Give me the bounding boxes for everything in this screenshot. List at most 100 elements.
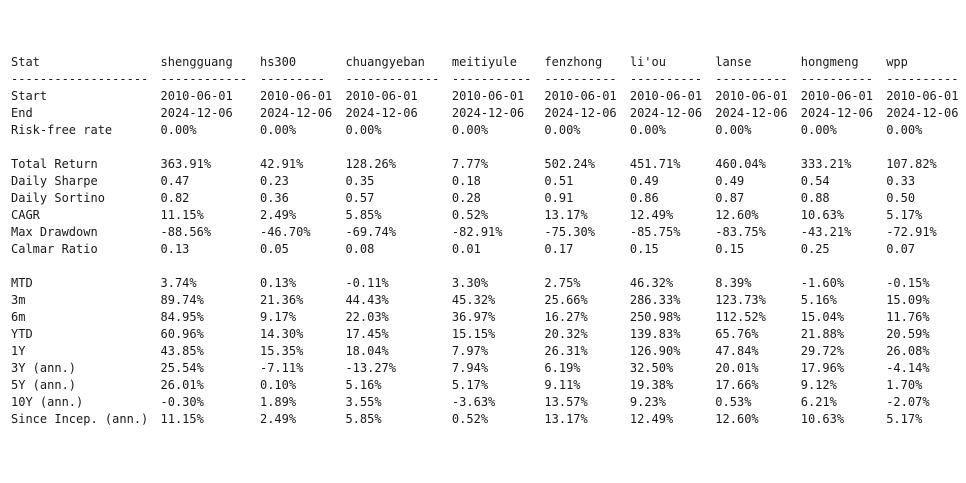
stat-cell: 20.32%: [544, 327, 588, 341]
stat-cell: 126.90%: [629, 344, 681, 358]
stat-cell: 0.13%: [259, 276, 297, 290]
stat-cell: 139.83%: [629, 327, 681, 341]
stat-cell: 2024-12-06: [451, 106, 525, 120]
stat-row: 3m 89.74% 21.36% 44.43% 45.32% 25.66% 286.33% 1…: [11, 292, 966, 309]
stat-cell: 60.96%: [160, 327, 204, 341]
stat-cell: -7.11%: [259, 361, 304, 375]
stat-cell: 502.24%: [544, 157, 595, 171]
stat-cell: 12.49%: [629, 412, 674, 426]
group-spacer: [11, 139, 966, 156]
stat-cell: 0.50: [886, 191, 916, 205]
stat-cell: 26.01%: [160, 378, 204, 392]
stat-cell: 0.52%: [451, 208, 489, 222]
stat-cell: 0.82: [160, 191, 190, 205]
stat-cell: 9.17%: [259, 310, 297, 324]
stat-label: Calmar Ratio: [11, 242, 98, 256]
stat-cell: 13.17%: [544, 208, 588, 222]
stat-label: Daily Sortino: [11, 191, 105, 205]
stat-cell: 2024-12-06: [886, 106, 959, 120]
stat-cell: 1.89%: [259, 395, 297, 409]
stat-row: 3Y (ann.) 25.54% -7.11% -13.27% 7.94% 6.19% 32…: [11, 360, 966, 377]
stat-cell: -0.30%: [160, 395, 204, 409]
header-cell: hongmeng: [800, 55, 859, 69]
stat-cell: 5.16%: [345, 378, 382, 392]
stat-row: 5Y (ann.) 26.01% 0.10% 5.16% 5.17% 9.11% 19.38…: [11, 377, 966, 394]
stat-cell: 6.19%: [544, 361, 581, 375]
stat-cell: 5.17%: [886, 208, 923, 222]
stat-label: MTD: [11, 276, 33, 290]
separator-cell: ----------: [629, 72, 703, 86]
stat-cell: 20.59%: [886, 327, 930, 341]
separator-cell: ----------: [544, 72, 617, 86]
stat-cell: 25.66%: [544, 293, 588, 307]
stat-cell: 286.33%: [629, 293, 681, 307]
stat-cell: 2010-06-01: [886, 89, 959, 103]
stat-cell: 0.91: [544, 191, 574, 205]
stat-cell: 89.74%: [160, 293, 204, 307]
stat-cell: 0.86: [629, 191, 659, 205]
stat-cell: -85.75%: [629, 225, 681, 239]
header-cell: lanse: [715, 55, 752, 69]
stat-cell: 5.85%: [345, 412, 382, 426]
stat-cell: 0.10%: [259, 378, 297, 392]
stat-cell: 2010-06-01: [259, 89, 333, 103]
stat-row: MTD 3.74% 0.13% -0.11% 3.30% 2.75% 46.32% 8.39%…: [11, 275, 966, 292]
stat-cell: 0.35: [345, 174, 375, 188]
stat-cell: -46.70%: [259, 225, 311, 239]
stat-row: Since Incep. (ann.) 11.15% 2.49% 5.85% 0.52%…: [11, 411, 966, 428]
stat-cell: -1.60%: [800, 276, 845, 290]
stat-cell: 0.49: [715, 174, 745, 188]
stat-cell: 21.36%: [259, 293, 304, 307]
stat-cell: 0.49: [629, 174, 659, 188]
stat-cell: 460.04%: [715, 157, 766, 171]
stat-cell: 2024-12-06: [544, 106, 617, 120]
stat-cell: -2.07%: [886, 395, 930, 409]
stat-cell: 10.63%: [800, 208, 845, 222]
stat-cell: 43.85%: [160, 344, 204, 358]
stat-cell: 0.05: [259, 242, 289, 256]
stat-cell: 2024-12-06: [715, 106, 788, 120]
stat-cell: 12.49%: [629, 208, 674, 222]
stat-cell: -0.11%: [345, 276, 389, 290]
stat-cell: 26.08%: [886, 344, 930, 358]
stat-cell: 0.00%: [544, 123, 581, 137]
stat-row: Daily Sharpe 0.47 0.23 0.35 0.18 0.51 0.49 0.49…: [11, 173, 966, 190]
stat-cell: 0.17: [544, 242, 574, 256]
stat-cell: 2010-06-01: [160, 89, 233, 103]
stat-cell: 16.27%: [544, 310, 588, 324]
stat-cell: 0.28: [451, 191, 481, 205]
separator-cell: -------------: [345, 72, 440, 86]
separator-label: -------------------: [11, 72, 149, 86]
stat-cell: 2024-12-06: [629, 106, 703, 120]
stat-cell: 363.91%: [160, 157, 212, 171]
stat-row: Calmar Ratio 0.13 0.05 0.08 0.01 0.17 0.15 0.15…: [11, 241, 966, 258]
stat-cell: 12.60%: [715, 208, 759, 222]
stat-cell: 9.11%: [544, 378, 581, 392]
stat-cell: 0.25: [800, 242, 830, 256]
stat-cell: 14.30%: [259, 327, 304, 341]
stat-row: Daily Sortino 0.82 0.36 0.57 0.28 0.91 0.86 0.8…: [11, 190, 966, 207]
stat-cell: 11.76%: [886, 310, 930, 324]
stat-cell: -82.91%: [451, 225, 503, 239]
stat-label: 6m: [11, 310, 26, 324]
stat-cell: 0.07: [886, 242, 916, 256]
stat-cell: 13.57%: [544, 395, 588, 409]
stat-cell: -88.56%: [160, 225, 212, 239]
stat-cell: 333.21%: [800, 157, 852, 171]
stat-cell: 32.50%: [629, 361, 674, 375]
stat-cell: 0.08: [345, 242, 375, 256]
stat-cell: 17.45%: [345, 327, 389, 341]
stat-cell: -13.27%: [345, 361, 397, 375]
stat-cell: 44.43%: [345, 293, 389, 307]
stats-table: Stat shengguang hs300 chuangyeban meitiyule f…: [11, 54, 966, 428]
stat-row: 1Y 43.85% 15.35% 18.04% 7.97% 26.31% 126.90% 47…: [11, 343, 966, 360]
stat-cell: 2.49%: [259, 208, 297, 222]
stat-label: Daily Sharpe: [11, 174, 98, 188]
stat-label: Since Incep. (ann.): [11, 412, 149, 426]
header-label: Stat: [11, 55, 40, 69]
stat-label: Max Drawdown: [11, 225, 98, 239]
separator-cell: ----------: [715, 72, 788, 86]
stat-label: Start: [11, 89, 48, 103]
stat-cell: 12.60%: [715, 412, 759, 426]
separator-cell: ---------: [259, 72, 326, 86]
